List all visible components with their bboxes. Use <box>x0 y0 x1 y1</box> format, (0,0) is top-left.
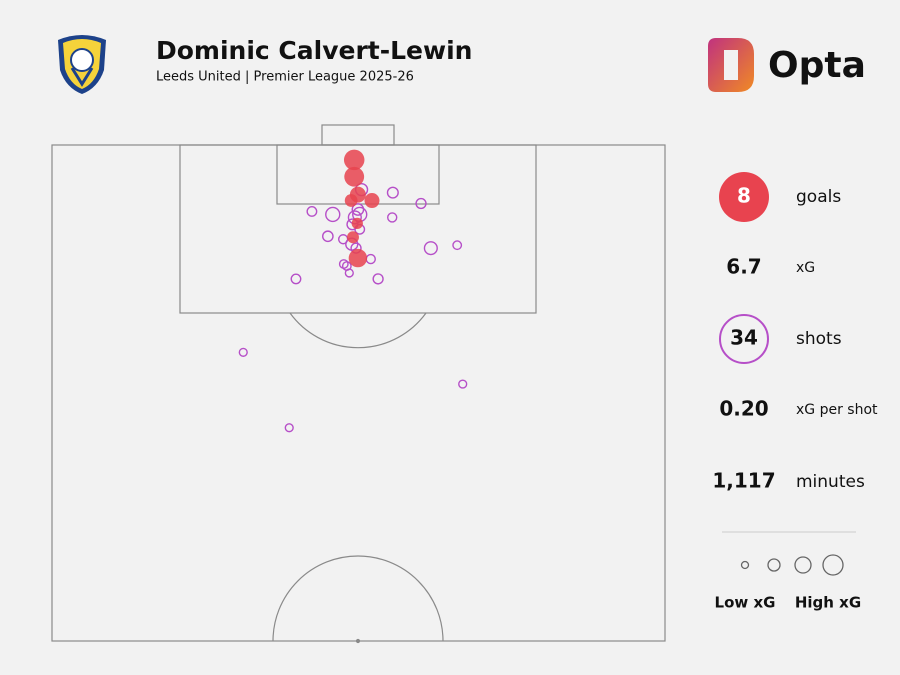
size-legend <box>740 554 844 576</box>
stat-value: 6.7 <box>726 255 761 279</box>
shot <box>423 241 438 256</box>
stat-value: 8 <box>737 184 751 208</box>
shots-badge <box>719 314 769 364</box>
brand: Opta <box>768 45 866 86</box>
shot <box>458 379 468 389</box>
goal-shot <box>348 248 368 268</box>
shot <box>372 273 384 285</box>
stat-label: minutes <box>796 472 865 492</box>
shot <box>386 186 399 199</box>
shot <box>351 203 365 216</box>
stat-value: 1,117 <box>712 469 775 493</box>
shot <box>344 268 354 278</box>
shot <box>415 197 427 210</box>
stat-label: xG <box>796 260 815 276</box>
goal-shot <box>364 193 380 209</box>
goal-shot <box>344 166 365 187</box>
brand-logo <box>708 38 754 92</box>
goal-shot <box>344 194 358 207</box>
shot <box>452 240 463 251</box>
stat-label: shots <box>796 329 842 349</box>
stat-label: xG per shot <box>796 402 878 418</box>
stat-value: 34 <box>730 326 758 350</box>
subtitle: Leeds United | Premier League 2025-26 <box>156 70 414 85</box>
legend-label: High xG <box>795 594 861 612</box>
title: Dominic Calvert-Lewin <box>156 36 472 65</box>
shot <box>325 206 341 223</box>
shot <box>387 212 398 223</box>
legend-label: Low xG <box>715 594 776 612</box>
goal-shot <box>343 149 365 171</box>
shot <box>322 230 334 243</box>
shot <box>284 423 294 433</box>
stat-value: 0.20 <box>719 397 768 421</box>
stat-label: goals <box>796 187 841 207</box>
shot <box>290 273 302 285</box>
goals-badge <box>719 172 769 222</box>
shot <box>238 347 248 357</box>
shot <box>306 206 318 217</box>
goal-shot <box>351 217 363 230</box>
club-crest <box>58 35 106 94</box>
goal-shot <box>347 231 359 244</box>
